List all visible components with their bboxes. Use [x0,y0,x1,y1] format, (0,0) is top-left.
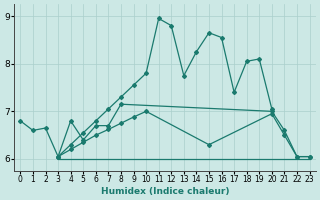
X-axis label: Humidex (Indice chaleur): Humidex (Indice chaleur) [101,187,229,196]
